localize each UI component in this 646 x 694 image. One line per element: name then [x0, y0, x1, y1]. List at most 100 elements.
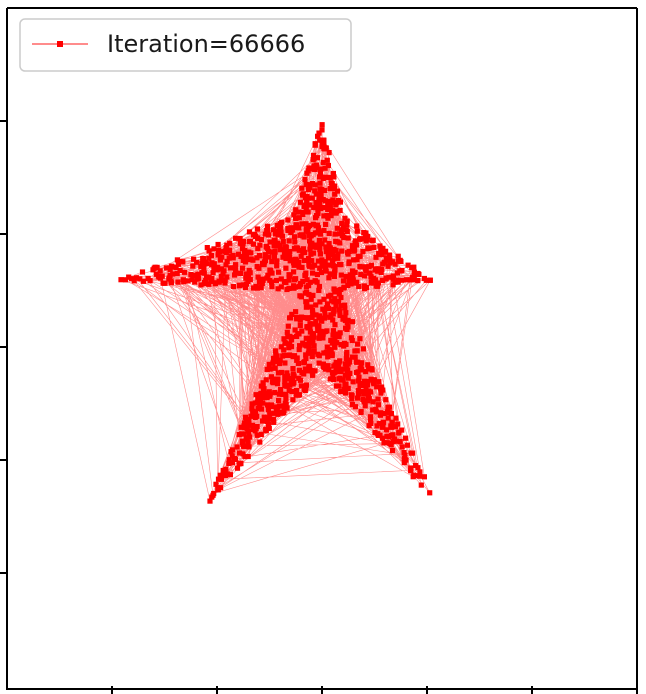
data-point — [323, 221, 329, 227]
data-point — [317, 265, 323, 271]
data-point — [318, 328, 324, 334]
data-point — [312, 141, 318, 147]
data-point — [236, 432, 242, 438]
data-point — [372, 266, 378, 272]
data-point — [303, 182, 309, 188]
data-point — [314, 222, 321, 228]
data-point — [320, 364, 326, 370]
data-point — [300, 246, 306, 252]
data-point — [333, 202, 339, 208]
data-point — [381, 411, 387, 417]
data-point — [267, 277, 273, 283]
data-point — [345, 385, 351, 391]
data-point — [372, 430, 378, 436]
data-point — [306, 291, 312, 298]
data-point — [291, 380, 297, 386]
data-point — [305, 342, 312, 348]
data-point — [274, 407, 280, 413]
data-point — [246, 418, 252, 424]
data-point — [209, 276, 215, 282]
data-point — [316, 241, 322, 247]
data-point — [248, 256, 254, 262]
data-point — [390, 432, 396, 438]
data-point — [319, 143, 325, 150]
data-point — [312, 278, 318, 284]
data-point — [327, 245, 333, 251]
data-point — [350, 268, 356, 274]
data-point — [376, 251, 382, 257]
data-point — [247, 434, 253, 440]
data-point — [336, 334, 342, 340]
data-point — [344, 250, 351, 256]
data-point — [344, 218, 350, 224]
data-point — [321, 213, 327, 219]
data-point — [354, 279, 360, 285]
data-point — [285, 227, 291, 233]
data-point — [246, 249, 252, 255]
data-point — [332, 369, 338, 375]
data-point — [325, 162, 331, 169]
data-point — [170, 271, 176, 277]
data-point — [359, 366, 365, 372]
data-point — [220, 271, 226, 277]
data-point — [300, 209, 306, 216]
data-point — [208, 253, 214, 259]
data-point — [250, 408, 256, 414]
data-point — [266, 361, 272, 367]
data-point — [328, 347, 334, 353]
data-point — [310, 270, 316, 276]
data-point — [233, 235, 239, 241]
data-point — [375, 432, 381, 438]
data-point — [281, 347, 287, 353]
data-point — [327, 175, 333, 181]
data-point — [313, 312, 319, 318]
data-point — [264, 227, 270, 234]
data-point — [349, 337, 355, 344]
data-point — [284, 253, 290, 259]
data-point — [344, 362, 350, 368]
data-point — [355, 341, 361, 347]
data-point — [368, 376, 374, 382]
data-point — [316, 130, 322, 136]
data-point — [282, 360, 288, 366]
data-point — [329, 340, 335, 346]
data-point — [321, 315, 327, 321]
data-point — [352, 238, 359, 244]
data-point — [378, 390, 384, 396]
data-point — [222, 277, 228, 283]
data-point — [328, 292, 334, 298]
data-point — [316, 194, 322, 200]
data-point — [234, 465, 241, 471]
data-point — [367, 417, 374, 423]
data-point — [301, 359, 307, 365]
data-point — [268, 374, 274, 380]
data-point — [336, 231, 343, 237]
data-point — [308, 233, 314, 239]
data-point — [298, 280, 304, 287]
data-point — [293, 309, 299, 315]
data-point — [253, 426, 259, 432]
data-point — [167, 267, 173, 273]
data-point — [303, 368, 309, 374]
data-point — [357, 382, 363, 389]
data-point — [229, 460, 235, 466]
data-point — [302, 341, 308, 347]
data-point — [316, 283, 322, 290]
data-point — [207, 498, 213, 504]
data-point — [336, 291, 342, 297]
data-point — [258, 285, 264, 291]
data-point — [126, 274, 132, 280]
data-point — [202, 259, 208, 265]
data-point — [346, 274, 353, 280]
data-point — [330, 328, 336, 334]
data-point — [317, 174, 323, 180]
data-point — [417, 473, 423, 479]
data-point — [310, 310, 316, 316]
data-point — [250, 422, 256, 428]
data-point — [404, 442, 410, 448]
data-point — [392, 424, 399, 430]
data-point — [296, 215, 302, 221]
data-point — [386, 274, 392, 280]
data-point — [222, 248, 228, 254]
